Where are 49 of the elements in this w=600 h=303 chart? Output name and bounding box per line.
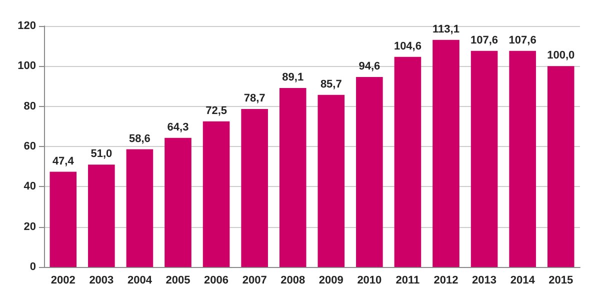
x-tick-label: 2007 bbox=[242, 274, 267, 286]
bar bbox=[279, 88, 306, 267]
data-label: 113,1 bbox=[432, 23, 460, 36]
x-tick-label: 2014 bbox=[510, 274, 536, 286]
bar bbox=[318, 94, 345, 267]
data-label: 72,5 bbox=[206, 104, 227, 117]
bar bbox=[241, 108, 268, 267]
x-tick-label: 2015 bbox=[548, 274, 574, 286]
x-tick-label: 2011 bbox=[396, 274, 420, 286]
data-label: 89,1 bbox=[282, 72, 304, 84]
bar bbox=[202, 121, 230, 267]
data-label: 51,0 bbox=[90, 148, 112, 160]
x-tick-label: 2008 bbox=[280, 274, 306, 286]
y-tick-label: 100 bbox=[18, 60, 36, 72]
x-tick-label: 2010 bbox=[357, 274, 382, 286]
y-tick-label: 0 bbox=[30, 261, 36, 273]
data-label: 58,6 bbox=[129, 132, 150, 145]
bar bbox=[126, 149, 154, 267]
x-tick-label: 2005 bbox=[166, 274, 190, 286]
data-label: 47,4 bbox=[52, 155, 75, 168]
data-label: 85,7 bbox=[320, 78, 342, 90]
data-label: 107,6 bbox=[470, 34, 498, 46]
x-tick-label: 2002 bbox=[50, 274, 76, 286]
data-label: 104,6 bbox=[394, 40, 422, 52]
bar bbox=[470, 50, 498, 267]
data-label: 94,6 bbox=[358, 60, 380, 73]
x-tick-label: 2012 bbox=[434, 274, 458, 286]
y-tick-label: 80 bbox=[24, 100, 36, 112]
y-tick-label: 20 bbox=[24, 220, 36, 233]
bar bbox=[50, 172, 77, 267]
x-tick-label: 2006 bbox=[204, 274, 229, 286]
data-label: 107,6 bbox=[508, 34, 536, 46]
x-tick-label: 2009 bbox=[318, 274, 344, 286]
bar bbox=[356, 77, 383, 267]
bar bbox=[164, 138, 192, 267]
bar bbox=[509, 50, 536, 267]
y-tick-label: 40 bbox=[24, 180, 36, 193]
data-label: 78,7 bbox=[244, 92, 266, 104]
y-tick-label: 120 bbox=[18, 20, 36, 32]
x-tick-label: 2004 bbox=[127, 274, 153, 286]
x-tick-label: 2013 bbox=[472, 274, 497, 286]
bar bbox=[394, 56, 422, 267]
bar bbox=[88, 164, 115, 267]
bar bbox=[432, 40, 460, 267]
x-tick-label: 2003 bbox=[89, 274, 114, 286]
data-label: 100,0 bbox=[547, 50, 575, 62]
data-label: 64,3 bbox=[167, 121, 189, 134]
bar bbox=[547, 66, 574, 267]
y-tick-label: 60 bbox=[24, 140, 36, 152]
